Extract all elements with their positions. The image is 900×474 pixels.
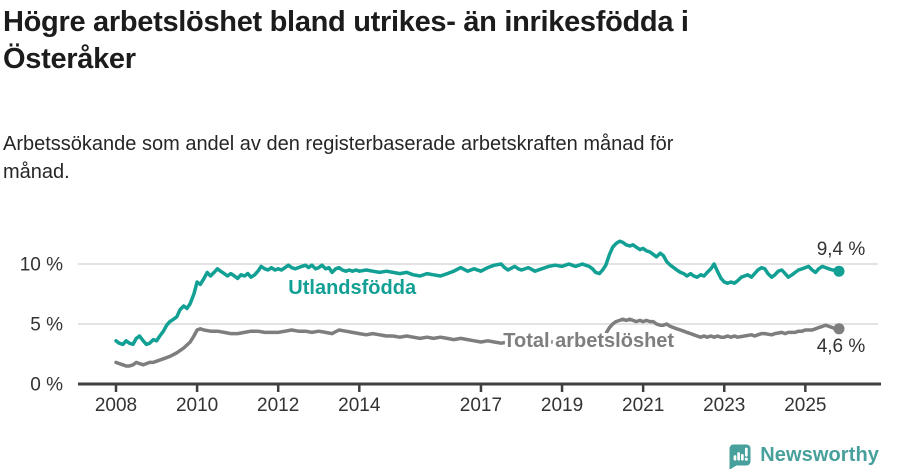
series-label-total: Total arbetslöshet: [503, 330, 674, 352]
unemployment-line-chart: 0 % 5 % 10 % 2008 2010 2012 2014 2017 2019 2021 20…: [20, 239, 881, 416]
x-tick-label: 2014: [338, 395, 381, 416]
series-end-value-utlandsfodda: 9,4 %: [817, 239, 866, 260]
newsworthy-brand-text: Newsworthy: [760, 444, 879, 466]
x-tick-label: 2019: [541, 395, 583, 416]
x-tick-label: 2021: [622, 395, 664, 416]
chart-subtitle: Arbetssökande som andel av den registerb…: [3, 133, 674, 184]
newsworthy-logo: Newsworthy: [726, 442, 879, 469]
x-tick-label: 2025: [784, 395, 826, 416]
x-tick-label: 2012: [257, 395, 299, 416]
x-tick-label: 2008: [95, 395, 137, 416]
series-end-dot-total: [833, 323, 845, 335]
y-tick-label: 5 %: [30, 315, 63, 336]
y-tick-label: 10 %: [20, 255, 63, 276]
series-line-utlandsfodda: [114, 239, 841, 347]
x-tick-label: 2010: [176, 395, 218, 416]
x-tick-label: 2017: [460, 395, 502, 416]
chart-title: Högre arbetslöshet bland utrikes- än inr…: [3, 6, 689, 75]
x-tick-label: 2023: [703, 395, 745, 416]
series-label-utlandsfodda: Utlandsfödda: [288, 277, 417, 299]
newsworthy-bubble-chart-icon: [729, 444, 751, 469]
y-tick-label: 0 %: [30, 375, 63, 396]
series-line-total: [114, 317, 841, 368]
series-end-value-total: 4,6 %: [817, 336, 866, 357]
series-end-dot-utlandsfodda: [833, 265, 845, 277]
